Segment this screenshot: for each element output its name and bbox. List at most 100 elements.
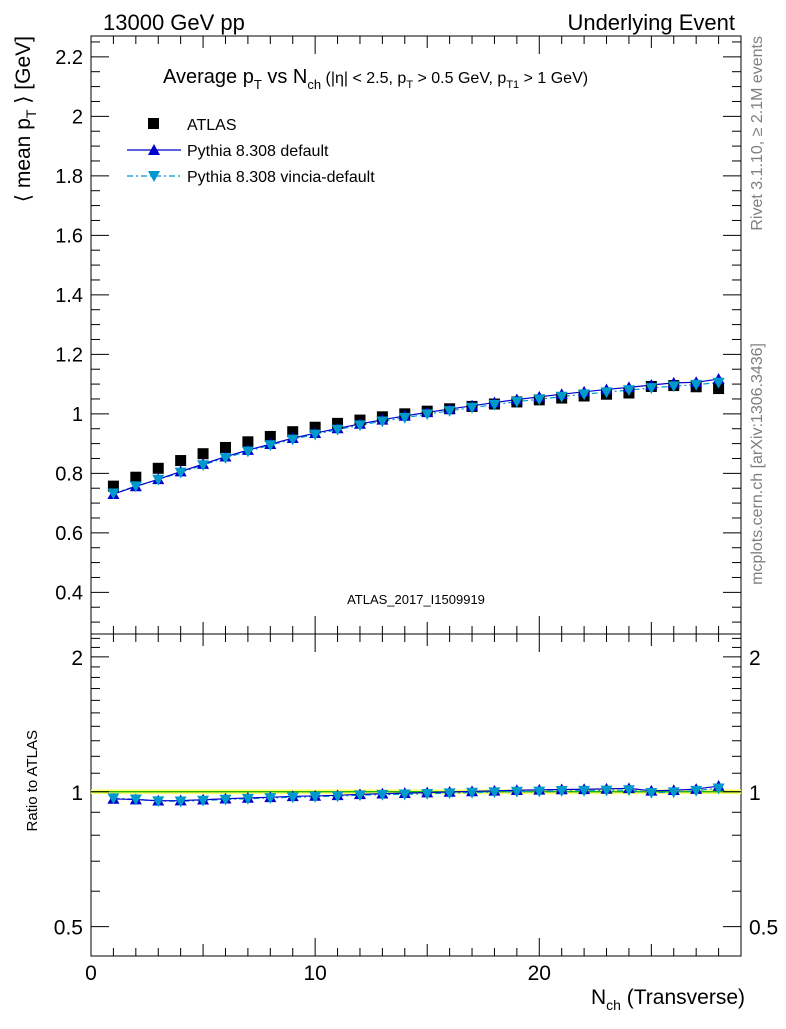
x-axis-ticks: 0 10 20: [85, 36, 742, 985]
main-y-tick-label: 1.4: [55, 285, 83, 307]
vincia-point: [241, 446, 254, 458]
vincia-ratio-point: [712, 783, 725, 795]
legend-marker-atlas: [148, 118, 159, 129]
mcplots-label: mcplots.cern.ch [arXiv:1306.3436]: [749, 343, 766, 585]
main-y-tick-label: 2: [72, 106, 83, 128]
vincia-ratio-point: [421, 788, 434, 800]
vincia-ratio-point: [264, 793, 277, 804]
default-line: [113, 378, 719, 495]
vincia-ratio-point: [488, 787, 501, 799]
x-tick-label: 0: [85, 962, 97, 985]
rivet-label: Rivet 3.1.10, ≥ 2.1M events: [749, 36, 766, 231]
atlas-data-point: [130, 471, 142, 483]
main-y-tick-label: 0.8: [55, 463, 83, 485]
vincia-ratio-point: [690, 785, 703, 797]
vincia-ratio-line: [113, 787, 719, 802]
vincia-ratio-point: [174, 796, 187, 808]
default-ratio-line: [113, 785, 719, 802]
header-left: 13000 GeV pp: [103, 10, 245, 35]
vincia-point: [600, 387, 613, 399]
vincia-ratio-point: [107, 793, 120, 805]
vincia-ratio-point: [331, 791, 344, 803]
main-y-tick-label: 0.4: [55, 582, 83, 604]
atlas-data-point: [197, 448, 209, 460]
vincia-ratio-point: [645, 787, 658, 799]
header-right: Underlying Event: [567, 10, 735, 35]
main-y-tick-label: 2.2: [55, 47, 83, 69]
vincia-point: [421, 409, 434, 421]
vincia-point: [197, 460, 210, 472]
vincia-point: [286, 434, 299, 446]
vincia-ratio-point: [398, 789, 411, 801]
atlas-data-point: [264, 430, 276, 442]
vincia-point: [398, 412, 411, 424]
vincia-ratio-point: [376, 789, 389, 801]
main-y-tick-label: 0.6: [55, 523, 83, 545]
vincia-point: [353, 420, 366, 432]
atlas-data-point: [175, 455, 187, 467]
atlas-data-point: [287, 426, 299, 438]
legend-label-atlas: ATLAS: [187, 117, 237, 134]
vincia-ratio-point: [533, 786, 546, 798]
vincia-ratio-point: [466, 787, 479, 799]
vincia-point: [533, 394, 546, 406]
ratio-y-tick-label: 1: [71, 782, 83, 805]
vincia-point: [107, 488, 120, 500]
vincia-ratio-point: [578, 785, 591, 797]
vincia-ratio-point: [555, 786, 568, 797]
ratio-y-axis-label: Ratio to ATLAS: [24, 730, 41, 831]
ratio-series-layer: [107, 780, 725, 808]
vincia-point: [622, 385, 635, 397]
ratio-axis-ticks: 0.5 0.5 1 1 2 2: [54, 637, 778, 940]
atlas-data-point: [152, 462, 164, 474]
vincia-ratio-point: [241, 793, 254, 805]
vincia-ratio-point: [510, 786, 523, 798]
vincia-ratio-point: [129, 794, 142, 806]
vincia-ratio-point: [443, 788, 456, 800]
atlas-data-point: [242, 436, 254, 448]
ratio-y-tick-label: 0.5: [54, 917, 83, 940]
main-y-tick-label: 1.8: [55, 166, 83, 188]
vincia-line: [113, 382, 719, 494]
vincia-ratio-point: [219, 794, 232, 806]
x-axis-label: Nch (Transverse): [591, 986, 745, 1013]
legend: ATLAS Pythia 8.308 default Pythia 8.308 …: [127, 117, 375, 186]
analysis-watermark: ATLAS_2017_I1509919: [347, 592, 485, 607]
main-series-layer: [107, 373, 725, 500]
vincia-point: [129, 481, 142, 493]
legend-marker-default: [148, 144, 160, 155]
vincia-point: [152, 474, 165, 486]
legend-marker-vincia: [148, 171, 160, 182]
vincia-point: [510, 396, 523, 408]
vincia-point: [488, 399, 501, 411]
vincia-point: [174, 467, 187, 479]
vincia-point: [667, 381, 680, 393]
vincia-ratio-point: [622, 785, 635, 797]
chart-title: Average pT vs Nch (|η| < 2.5, pT > 0.5 G…: [163, 66, 588, 92]
vincia-ratio-point: [309, 791, 322, 803]
vincia-point: [712, 377, 725, 389]
x-tick-label: 10: [303, 962, 326, 985]
vincia-point: [309, 429, 322, 441]
vincia-point: [645, 383, 658, 394]
vincia-ratio-point: [353, 790, 366, 802]
vincia-ratio-point: [286, 792, 299, 804]
main-y-axis-label: ⟨ mean pT ⟩ [GeV]: [12, 36, 39, 202]
vincia-point: [466, 402, 479, 414]
atlas-data-point: [107, 480, 119, 492]
vincia-point: [690, 379, 703, 391]
vincia-ratio-point: [667, 787, 680, 799]
vincia-point: [578, 389, 591, 401]
main-y-tick-label: 1.2: [55, 344, 83, 366]
x-tick-label: 20: [528, 962, 551, 985]
ratio-y-tick-label-right: 0.5: [749, 917, 778, 940]
main-axis-ticks: 0.4 0.6 0.8 1 1.2 1.4 1.6 1.8 2 2.2: [55, 41, 741, 623]
vincia-ratio-point: [152, 796, 165, 808]
main-y-tick-label: 1: [72, 404, 83, 426]
vincia-point: [376, 416, 389, 428]
ratio-plot-frame: [90, 633, 742, 957]
ratio-y-tick-label: 2: [71, 647, 83, 670]
legend-label-default: Pythia 8.308 default: [187, 143, 329, 160]
vincia-point: [331, 424, 344, 436]
legend-label-vincia: Pythia 8.308 vincia-default: [187, 169, 375, 186]
